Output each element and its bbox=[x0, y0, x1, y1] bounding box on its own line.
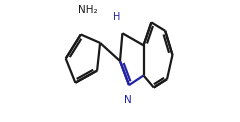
Text: H: H bbox=[113, 12, 121, 22]
Text: N: N bbox=[124, 95, 132, 105]
Text: NH₂: NH₂ bbox=[78, 5, 98, 15]
